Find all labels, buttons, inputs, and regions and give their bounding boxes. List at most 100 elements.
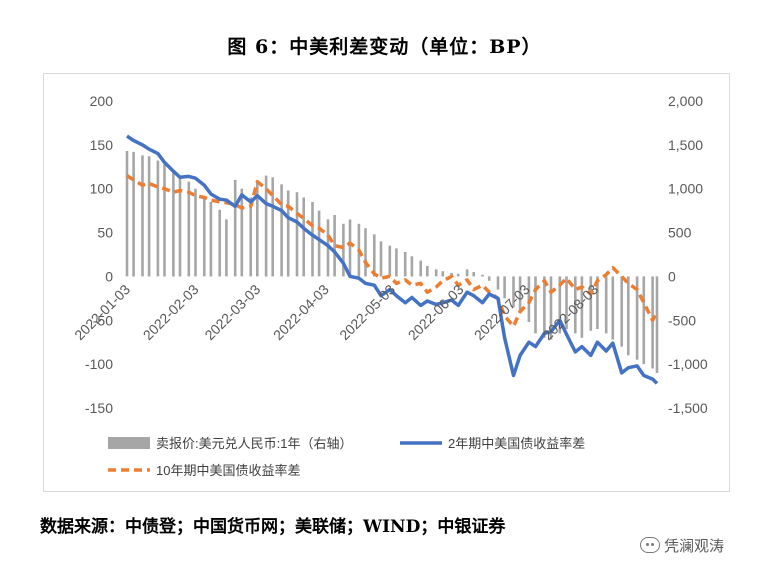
bar: [203, 195, 206, 277]
figure-title: 图 6：中美利差变动（单位：BP）: [227, 36, 542, 58]
left-tick-label: -150: [85, 400, 113, 416]
bar: [187, 181, 191, 277]
bar: [218, 209, 221, 277]
left-tick-label: 50: [97, 225, 113, 241]
bar: [472, 272, 475, 277]
bar: [141, 155, 144, 277]
watermark: 凭澜观涛: [640, 534, 724, 556]
bar: [580, 276, 584, 338]
bar: [249, 197, 252, 277]
bar: [209, 201, 213, 277]
x-tick-label: 2022-08-03: [539, 281, 601, 343]
left-tick-label: 100: [90, 181, 114, 197]
x-tick-label: 2022-02-03: [140, 281, 202, 343]
bar: [317, 210, 321, 277]
bar: [132, 151, 135, 277]
bar: [558, 276, 562, 334]
bar: [125, 151, 129, 277]
left-tick-label: 200: [90, 93, 114, 109]
left-tick-label: -100: [85, 356, 113, 372]
bar: [410, 256, 414, 277]
bar: [655, 276, 659, 373]
bar: [487, 276, 491, 281]
line-ten-year: [126, 174, 659, 329]
bar: [496, 276, 500, 290]
wechat-icon: [640, 537, 660, 553]
bar: [611, 276, 615, 340]
bar: [373, 234, 376, 277]
legend-label-ten-year: 10年期中美国债收益率差: [156, 463, 300, 478]
bar: [642, 276, 646, 365]
left-tick-label: -50: [93, 312, 113, 328]
bar: [364, 228, 367, 277]
bar: [543, 276, 546, 338]
bar: [225, 219, 228, 277]
bar: [172, 171, 175, 277]
bar: [256, 181, 259, 277]
bar: [574, 276, 577, 334]
legend-label-two-year: 2年期中美国债收益率差: [448, 436, 585, 451]
bar: [178, 175, 182, 277]
right-tick-label: 2,000: [668, 93, 703, 109]
bar: [233, 179, 237, 277]
bar: [240, 188, 244, 277]
line-two-year: [126, 134, 659, 385]
bar-series: [125, 151, 659, 373]
x-tick-label: 2022-03-03: [201, 281, 263, 343]
right-axis: 2,000 1,500 1,000 500 0 -500 -1,000 -1,500: [668, 93, 708, 416]
right-tick-label: -1,000: [668, 356, 708, 372]
bar: [388, 245, 392, 277]
bar: [627, 276, 630, 356]
line-series: [126, 134, 659, 385]
source-note: 数据来源：中债登；中国货币网；美联储；WIND；中银证券: [40, 517, 506, 537]
bar: [379, 241, 383, 277]
left-tick-label: 150: [90, 137, 114, 153]
right-tick-label: 0: [668, 268, 676, 284]
right-tick-label: -1,500: [668, 400, 708, 416]
bar: [194, 188, 197, 277]
x-tick-label: 2022-01-03: [71, 281, 133, 343]
bar: [156, 160, 160, 277]
bar: [419, 260, 422, 277]
bar: [311, 201, 314, 277]
right-tick-label: 1,500: [668, 137, 703, 153]
bar: [147, 156, 151, 277]
bar: [604, 276, 608, 334]
legend: 卖报价:美元兑人民币:1年（右轴） 2年期中美国债收益率差 10年期中美国债收益…: [108, 436, 585, 478]
right-tick-label: -500: [668, 312, 696, 328]
bar: [534, 276, 537, 334]
bar: [333, 215, 336, 277]
bar: [465, 269, 469, 277]
bar: [635, 276, 639, 360]
bar: [651, 276, 654, 369]
chart-frame: [43, 73, 730, 492]
bar: [342, 223, 345, 277]
left-tick-label: 0: [105, 268, 113, 284]
bar: [295, 192, 299, 277]
x-tick-label: 2022-06-03: [405, 281, 467, 343]
bar: [286, 190, 290, 277]
bar: [620, 276, 623, 347]
bar: [280, 184, 283, 277]
bar: [596, 276, 599, 329]
bar: [403, 251, 407, 277]
bar: [512, 276, 515, 308]
right-tick-label: 500: [668, 225, 692, 241]
bar: [450, 272, 453, 277]
legend-swatch-bars: [108, 437, 150, 449]
bar: [348, 219, 352, 277]
x-tick-label: 2022-04-03: [270, 281, 332, 343]
bar: [271, 177, 274, 277]
bar: [264, 175, 268, 277]
bar: [395, 248, 398, 277]
bar: [549, 276, 553, 340]
x-tick-label: 2022-05-03: [336, 281, 398, 343]
x-tick-label: 2022-07-03: [471, 281, 533, 343]
bar: [302, 197, 305, 277]
bar: [565, 276, 568, 329]
bar: [441, 271, 445, 277]
watermark-text: 凭澜观涛: [664, 536, 725, 555]
bar: [434, 269, 438, 277]
left-axis: 200 150 100 50 0 -50 -100 -150: [85, 93, 113, 416]
